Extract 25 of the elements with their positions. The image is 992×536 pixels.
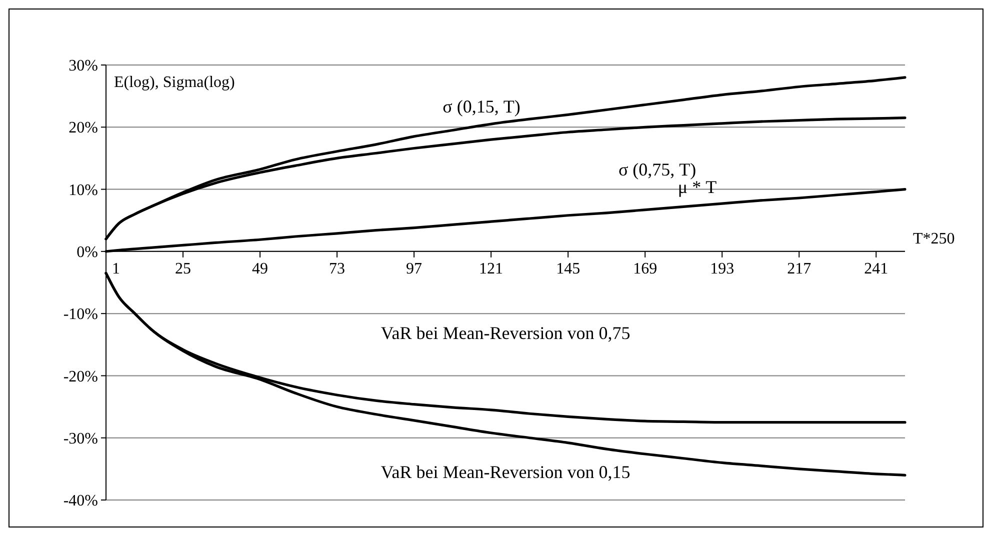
- annotation: σ (0,15, T): [442, 96, 520, 117]
- x-tick-label: 193: [710, 260, 734, 278]
- y-tick-label: -40%: [63, 492, 98, 510]
- y-tick-label: 10%: [68, 182, 98, 199]
- y-tick-label: -10%: [63, 306, 98, 324]
- x-tick-label: 241: [864, 260, 888, 278]
- x-tick-label: 1: [112, 260, 120, 278]
- y-tick-label: 20%: [68, 120, 98, 137]
- x-tick-label: 25: [175, 260, 192, 278]
- y-tick-label: 0%: [76, 244, 98, 262]
- annotation: σ (0,75, T): [618, 160, 696, 180]
- x-tick-label: 217: [787, 260, 812, 278]
- x-tick-label: 49: [252, 260, 268, 278]
- y-tick-label: 30%: [68, 58, 98, 75]
- y-tick-label: -30%: [63, 430, 98, 448]
- annotation: VaR bei Mean-Reversion von 0,75: [380, 322, 630, 343]
- x-tick-label: 73: [329, 260, 346, 278]
- x-tick-label: 145: [556, 260, 580, 278]
- x-tick-label: 121: [479, 260, 504, 278]
- annotation: VaR bei Mean-Reversion von 0,15: [380, 462, 630, 482]
- x-tick-label: 169: [633, 260, 658, 278]
- y-tick-label: -20%: [63, 368, 98, 386]
- x-tick-label: 97: [406, 260, 422, 278]
- y-axis-title: E(log), Sigma(log): [114, 74, 235, 91]
- x-axis-title: T*250: [913, 230, 955, 248]
